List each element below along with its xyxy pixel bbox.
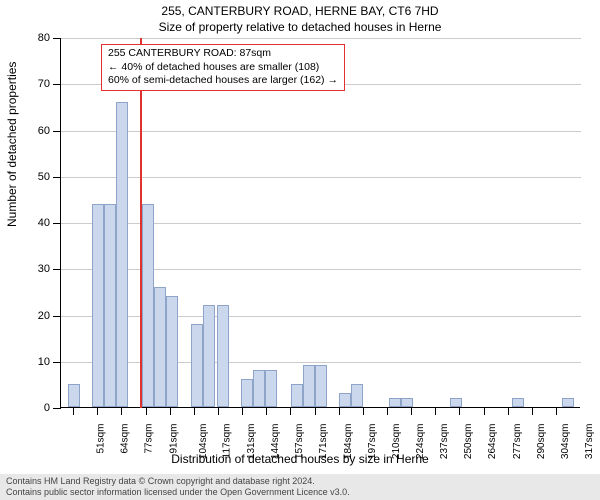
chart-plot-area: 0102030405060708051sqm64sqm77sqm91sqm104… — [60, 38, 580, 408]
histogram-bar — [68, 384, 80, 407]
y-tick — [53, 38, 61, 39]
x-tick — [387, 407, 388, 415]
x-tick — [556, 407, 557, 415]
histogram-bar — [339, 393, 351, 407]
y-tick-label: 0 — [44, 402, 50, 414]
x-tick — [532, 407, 533, 415]
histogram-bar — [203, 305, 215, 407]
x-tick — [242, 407, 243, 415]
y-tick — [53, 131, 61, 132]
y-tick — [53, 362, 61, 363]
histogram-bar — [315, 365, 327, 407]
y-tick — [53, 316, 61, 317]
histogram-bar — [351, 384, 363, 407]
histogram-bar — [217, 305, 229, 407]
y-tick-label: 50 — [38, 171, 50, 183]
y-tick — [53, 84, 61, 85]
histogram-bar — [562, 398, 574, 407]
x-tick — [218, 407, 219, 415]
histogram-bar — [166, 296, 178, 407]
y-tick — [53, 177, 61, 178]
x-tick — [484, 407, 485, 415]
x-tick — [411, 407, 412, 415]
histogram-bar — [401, 398, 413, 407]
x-tick-label: 91sqm — [168, 424, 179, 454]
histogram-bar — [450, 398, 462, 407]
y-tick — [53, 223, 61, 224]
histogram-bar — [303, 365, 315, 407]
y-tick-label: 60 — [38, 125, 50, 137]
histogram-bar — [154, 287, 166, 407]
histogram-bar — [265, 370, 277, 407]
y-tick-label: 70 — [38, 78, 50, 90]
annotation-line: 60% of semi-detached houses are larger (… — [108, 74, 338, 88]
x-tick — [315, 407, 316, 415]
x-tick — [339, 407, 340, 415]
annotation-line: ← 40% of detached houses are smaller (10… — [108, 61, 338, 75]
y-tick-label: 20 — [38, 310, 50, 322]
y-tick-label: 80 — [38, 32, 50, 44]
footer-line2: Contains public sector information licen… — [6, 487, 594, 498]
x-tick — [121, 407, 122, 415]
x-axis-label: Distribution of detached houses by size … — [0, 452, 600, 466]
histogram-bar — [512, 398, 524, 407]
x-tick — [290, 407, 291, 415]
histogram-bar — [92, 204, 104, 408]
histogram-bar — [191, 324, 203, 407]
footer-line1: Contains HM Land Registry data © Crown c… — [6, 476, 594, 487]
y-tick — [53, 408, 61, 409]
y-tick-label: 30 — [38, 263, 50, 275]
x-tick — [146, 407, 147, 415]
y-tick-label: 40 — [38, 217, 50, 229]
histogram-bar — [142, 204, 154, 408]
footer-attr: Contains HM Land Registry data © Crown c… — [0, 474, 600, 500]
x-tick-label: 64sqm — [120, 424, 131, 454]
x-tick — [194, 407, 195, 415]
y-tick-label: 10 — [38, 356, 50, 368]
annotation-box: 255 CANTERBURY ROAD: 87sqm← 40% of detac… — [101, 44, 345, 91]
histogram-bar — [253, 370, 265, 407]
x-tick — [435, 407, 436, 415]
histogram-bar — [116, 102, 128, 407]
chart-title-sub: Size of property relative to detached ho… — [0, 20, 600, 34]
histogram-bar — [389, 398, 401, 407]
histogram-bar — [104, 204, 116, 408]
y-axis-label: Number of detached properties — [5, 62, 19, 227]
y-tick — [53, 269, 61, 270]
x-tick-label: 77sqm — [144, 424, 155, 454]
marker-line — [140, 38, 142, 408]
chart-title-main: 255, CANTERBURY ROAD, HERNE BAY, CT6 7HD — [0, 4, 600, 18]
histogram-bar — [241, 379, 253, 407]
x-tick — [170, 407, 171, 415]
x-tick-label: 51sqm — [96, 424, 107, 454]
x-tick — [97, 407, 98, 415]
x-tick — [266, 407, 267, 415]
annotation-line: 255 CANTERBURY ROAD: 87sqm — [108, 47, 338, 61]
histogram-bar — [291, 384, 303, 407]
x-tick — [459, 407, 460, 415]
x-tick — [73, 407, 74, 415]
x-tick — [363, 407, 364, 415]
x-tick — [508, 407, 509, 415]
